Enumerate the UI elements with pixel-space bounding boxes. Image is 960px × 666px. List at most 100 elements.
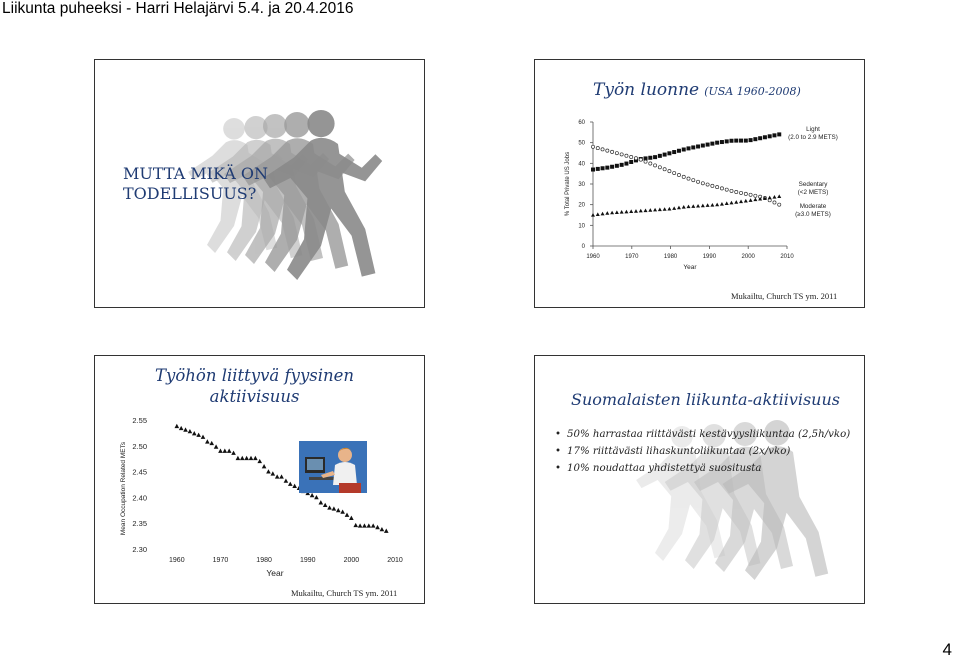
x-tick-label: 1960	[586, 254, 600, 260]
sedentary-point	[653, 163, 658, 168]
moderate-point	[758, 196, 763, 201]
moderate-point	[762, 196, 767, 200]
light-point	[748, 138, 753, 143]
light-point	[686, 146, 691, 151]
x-tick-label: 2000	[742, 254, 756, 260]
y-tick-label: 2.45	[132, 468, 147, 477]
light-point	[667, 151, 672, 156]
moderate-point	[643, 208, 648, 213]
moderate-point	[648, 208, 653, 212]
light-point	[715, 140, 720, 145]
light-point	[700, 143, 705, 148]
legend-label: Sedentary	[799, 181, 829, 188]
mets-point	[205, 439, 210, 444]
mets-point	[200, 434, 206, 439]
y-tick-label: 0	[582, 244, 586, 250]
moderate-point	[667, 206, 672, 211]
slide-2-title: Työn luonne (USA 1960-2008)	[593, 80, 801, 100]
sedentary-point	[634, 156, 638, 161]
light-point	[657, 153, 662, 158]
light-point	[624, 161, 629, 166]
mets-point	[305, 490, 311, 496]
moderate-point	[696, 203, 701, 208]
mets-point	[257, 458, 263, 464]
sedentary-point	[777, 202, 782, 207]
moderate-point	[748, 198, 753, 202]
moderate-point	[700, 203, 705, 208]
mets-point	[209, 440, 215, 446]
light-point	[724, 139, 729, 144]
sedentary-point	[657, 165, 662, 170]
light-point	[767, 134, 772, 139]
x-tick-label: 1970	[625, 254, 639, 260]
light-point	[591, 167, 595, 172]
light-point	[610, 164, 615, 169]
y-tick-label: 40	[578, 161, 585, 167]
mets-point	[379, 526, 385, 532]
light-point	[719, 140, 724, 145]
slide-3: Työhön liittyvä fyysinen aktiivisuus 2.3…	[94, 355, 425, 604]
mets-point	[235, 455, 241, 461]
mets-point	[253, 455, 258, 461]
moderate-point	[681, 205, 686, 209]
bullet-item: 17% riittävästi lihaskuntoliikuntaa (2x/…	[555, 445, 855, 458]
mets-point	[370, 523, 376, 528]
light-point	[758, 136, 763, 141]
mets-point	[270, 471, 276, 476]
sedentary-point	[686, 176, 691, 181]
mets-point	[318, 500, 324, 505]
mets-point	[218, 448, 223, 453]
sedentary-point	[624, 153, 629, 158]
document-header: Liikunta puheeksi - Harri Helajärvi 5.4.…	[2, 0, 354, 17]
moderate-point	[753, 197, 758, 202]
sedentary-point	[724, 187, 729, 192]
moderate-point	[595, 212, 600, 216]
moderate-point	[705, 203, 710, 207]
slide-1: MUTTA MIKÄ ON TODELLISUUS?	[94, 59, 425, 308]
light-point	[648, 155, 653, 160]
x-tick-label: 1990	[300, 557, 316, 564]
slide-2-title-sub: (USA 1960-2008)	[704, 85, 801, 98]
moderate-point	[624, 209, 629, 214]
sedentary-point	[696, 179, 701, 184]
moderate-point	[691, 204, 696, 208]
sedentary-point	[600, 147, 605, 152]
sedentary-point	[648, 161, 653, 166]
x-tick-label: 1970	[213, 557, 229, 564]
mets-point	[292, 483, 297, 488]
x-tick-label: 1990	[703, 254, 717, 260]
y-tick-label: 30	[578, 182, 585, 188]
sedentary-point	[662, 167, 667, 172]
slide-3-source: Mukailtu, Church TS ym. 2011	[291, 588, 398, 598]
moderate-point	[767, 195, 772, 200]
y-tick-label: 2.40	[132, 493, 147, 502]
bullet-item: 10% noudattaa yhdistettyä suositusta	[555, 462, 855, 475]
moderate-point	[653, 207, 658, 212]
mets-point	[261, 464, 267, 469]
mets-point	[327, 505, 332, 510]
sedentary-point	[638, 157, 643, 162]
slide-3-title-line-1: Työhön liittyvä fyysinen	[155, 366, 355, 385]
light-point	[633, 158, 638, 163]
sedentary-point	[705, 182, 710, 187]
sedentary-point	[739, 190, 743, 195]
mets-point	[353, 522, 359, 528]
y-tick-label: 10	[578, 223, 585, 229]
mets-point	[331, 506, 337, 511]
mets-point	[226, 448, 232, 453]
legend-sublabel: (2.0 to 2.9 METS)	[788, 134, 838, 141]
x-axis-label: Year	[266, 568, 283, 578]
mets-point	[383, 528, 389, 533]
light-point	[739, 138, 744, 143]
moderate-point	[777, 194, 782, 198]
light-point	[710, 141, 715, 146]
sedentary-point	[629, 155, 634, 159]
mets-point	[344, 512, 350, 517]
light-point	[629, 159, 634, 164]
sedentary-point	[710, 183, 715, 188]
sedentary-point	[605, 148, 610, 153]
mets-point	[283, 478, 289, 483]
light-point	[600, 166, 605, 171]
light-point	[705, 142, 710, 147]
sedentary-point	[610, 149, 615, 154]
